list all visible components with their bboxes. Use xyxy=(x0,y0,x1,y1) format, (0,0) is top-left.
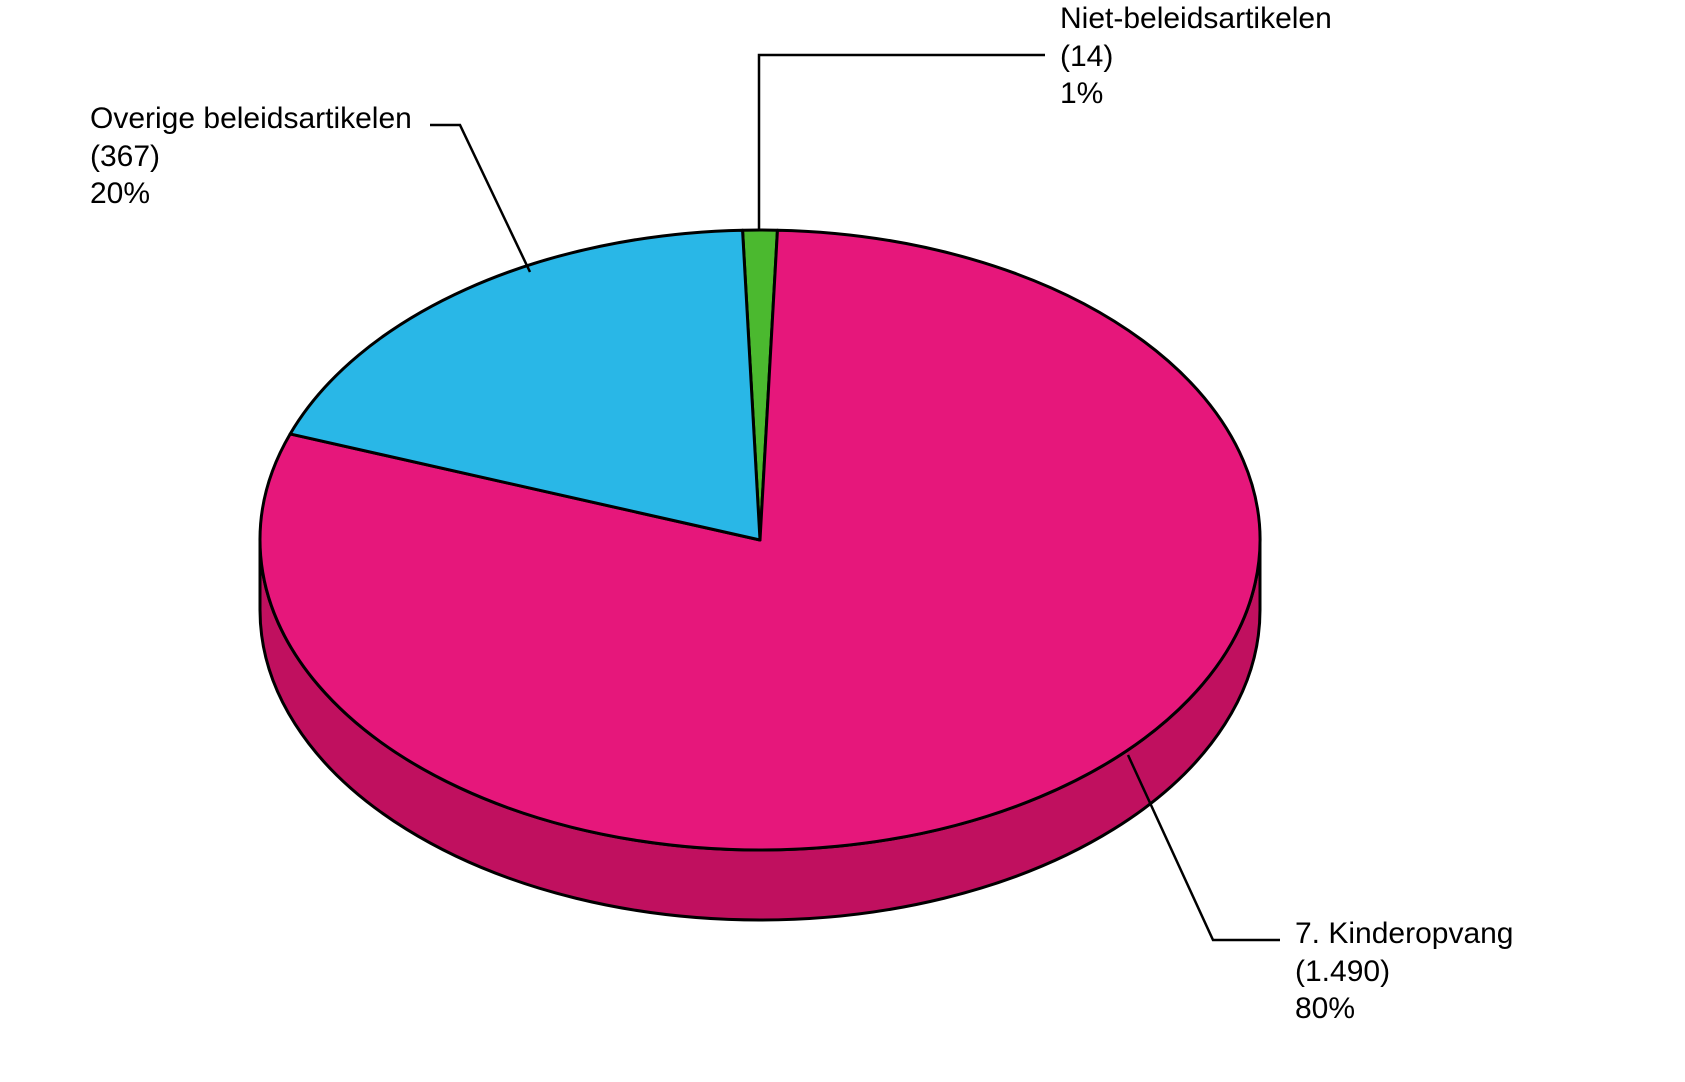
pie-label-line: Niet-beleidsartikelen xyxy=(1060,0,1332,38)
pie-label-line: 20% xyxy=(90,175,412,213)
pie-label-7-kinderopvang: 7. Kinderopvang(1.490)80% xyxy=(1295,915,1514,1028)
leader-line xyxy=(759,55,1045,230)
pie-label-line: 7. Kinderopvang xyxy=(1295,915,1514,953)
pie-label-line: (367) xyxy=(90,138,412,176)
pie-label-line: (1.490) xyxy=(1295,953,1514,991)
pie-label-overige-beleidsartikelen: Overige beleidsartikelen(367)20% xyxy=(90,100,412,213)
leader-line xyxy=(430,125,530,272)
pie-label-line: 1% xyxy=(1060,75,1332,113)
pie-chart-3d: Niet-beleidsartikelen(14)1% 7. Kinderopva… xyxy=(0,0,1685,1082)
pie-label-line: Overige beleidsartikelen xyxy=(90,100,412,138)
pie-label-line: 80% xyxy=(1295,990,1514,1028)
pie-label-line: (14) xyxy=(1060,38,1332,76)
pie-label-niet-beleidsartikelen: Niet-beleidsartikelen(14)1% xyxy=(1060,0,1332,113)
